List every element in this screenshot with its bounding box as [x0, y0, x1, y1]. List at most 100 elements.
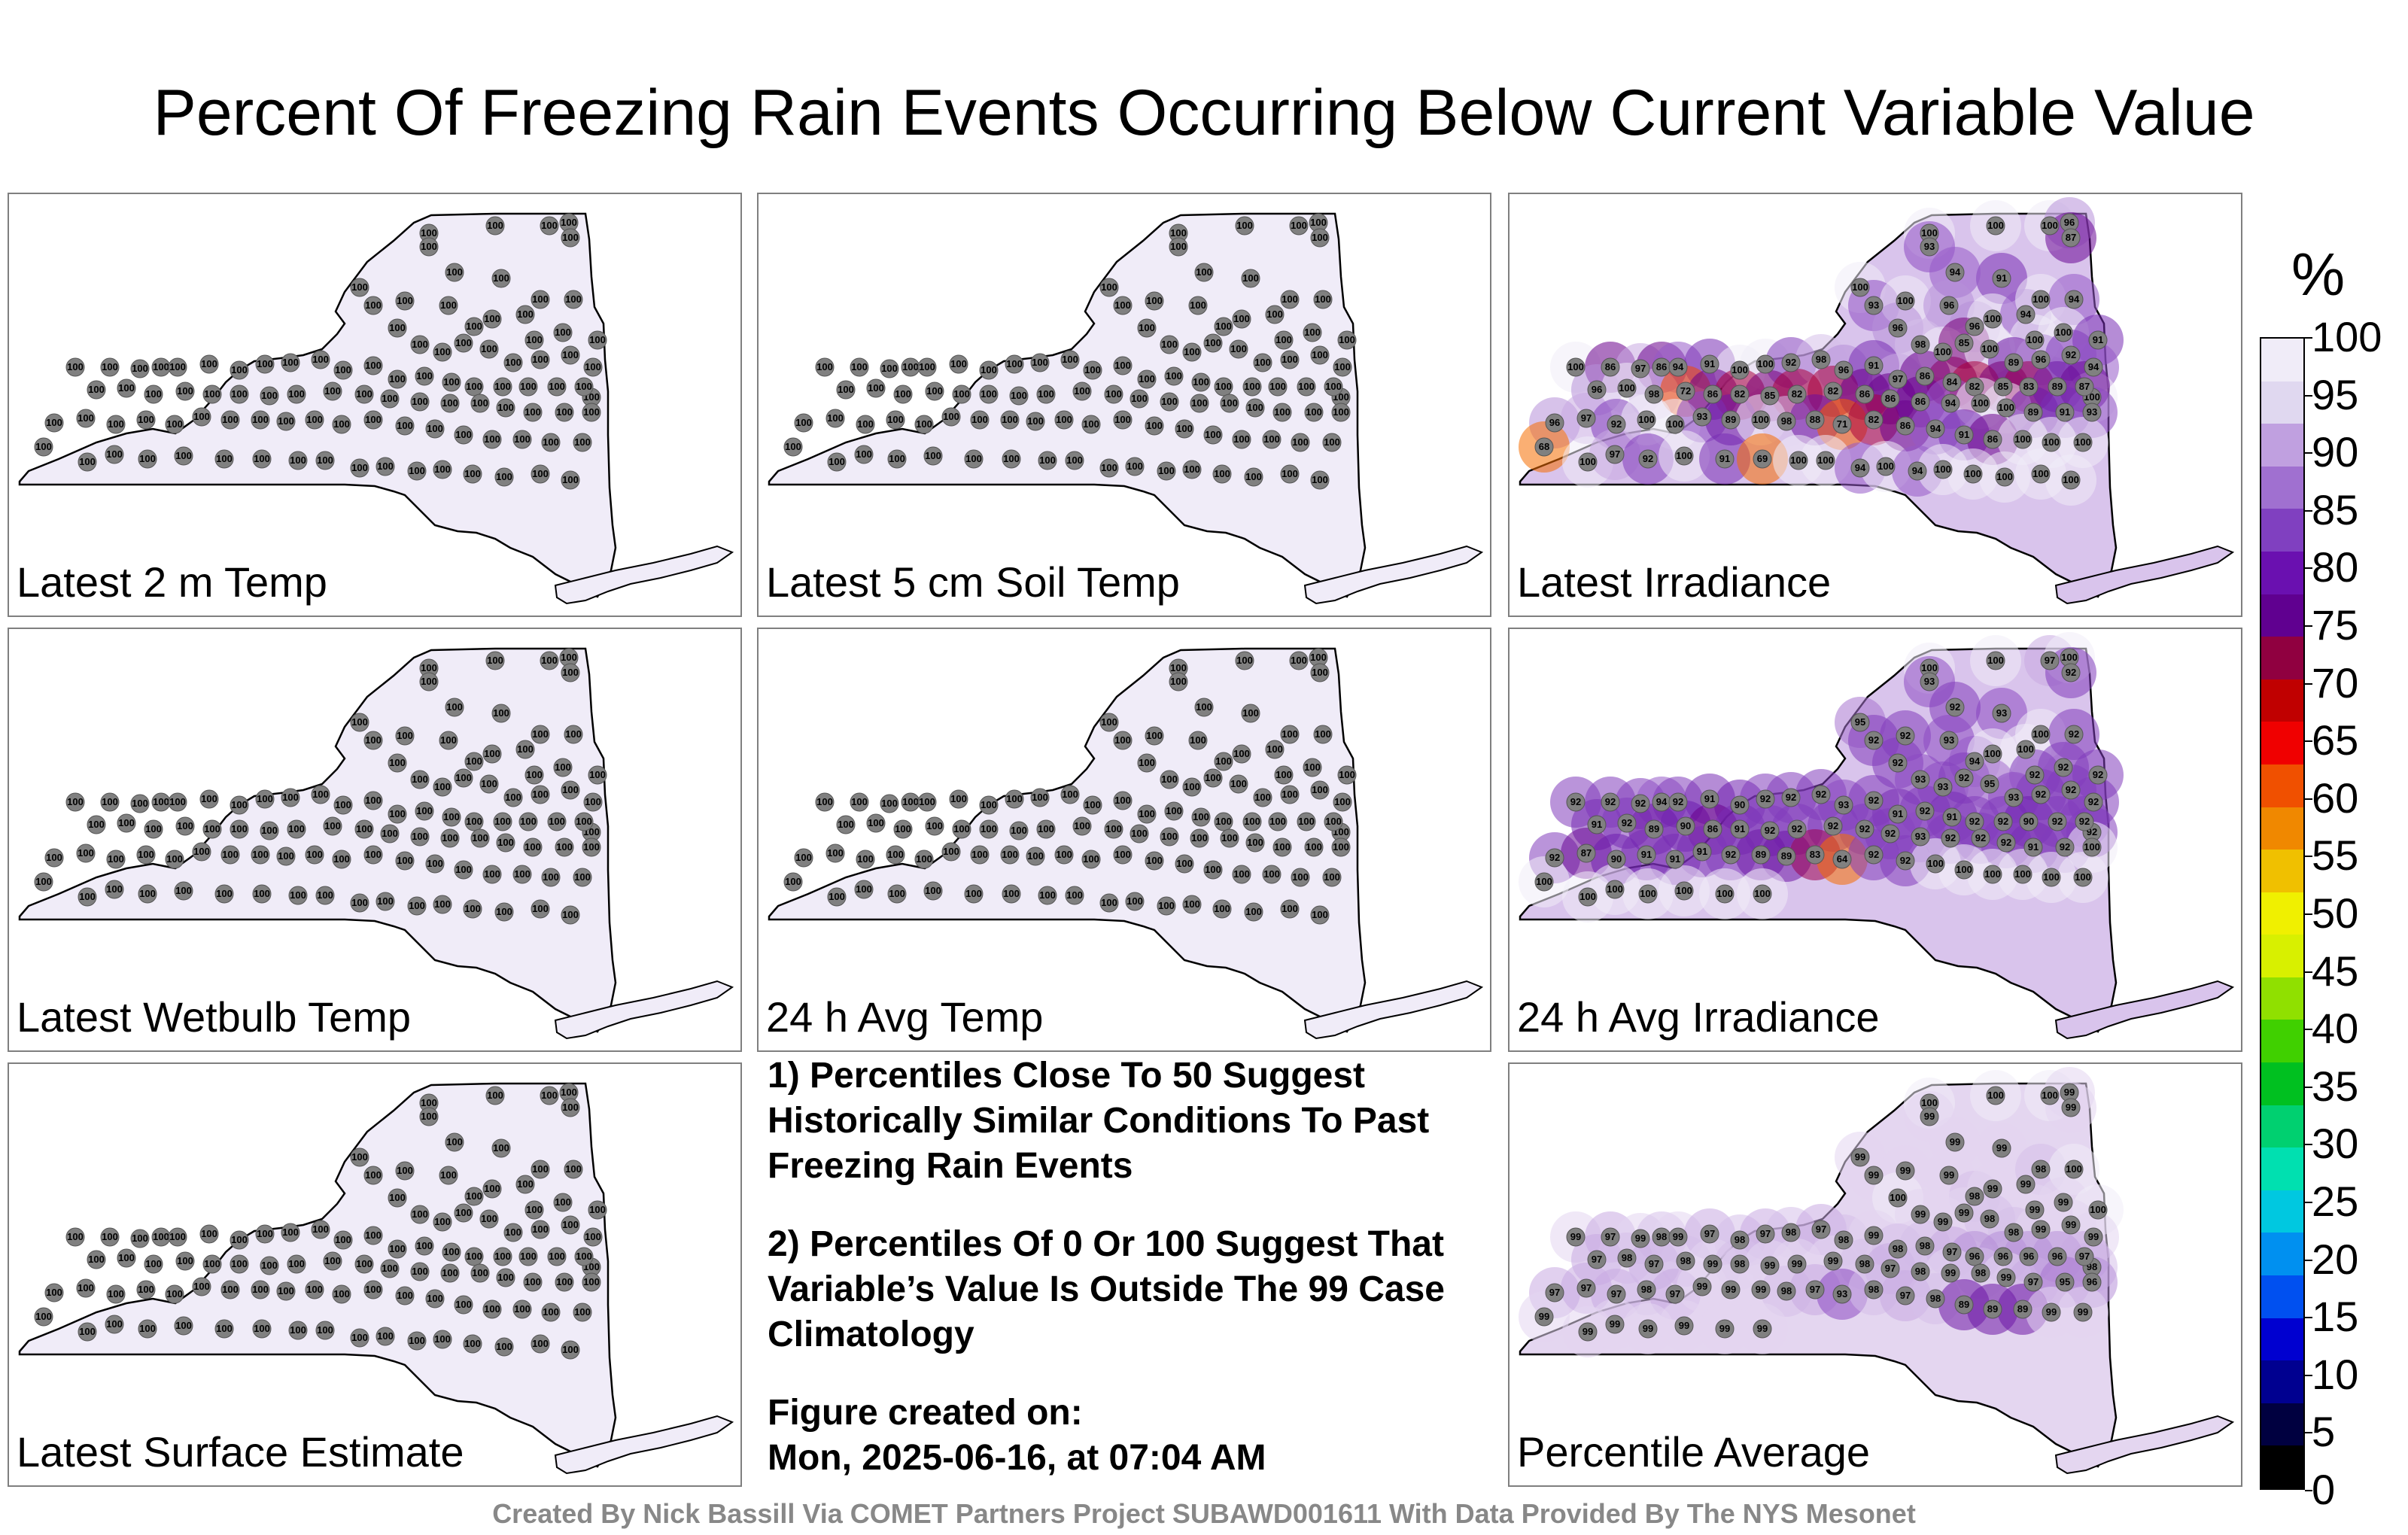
station-marker	[395, 416, 415, 436]
station-value: 100	[118, 382, 135, 394]
station-marker	[1911, 392, 1930, 412]
station-value: 100	[2033, 293, 2049, 305]
station-value: 100	[466, 816, 482, 827]
station-value: 100	[421, 227, 437, 239]
station-marker	[2082, 403, 2102, 422]
station-marker	[515, 305, 535, 324]
station-value: 100	[108, 1288, 124, 1299]
station-marker	[2088, 1200, 2108, 1220]
station-marker	[2061, 228, 2081, 248]
station-value: 100	[562, 1102, 579, 1113]
station-marker	[363, 296, 383, 315]
station-value: 83	[2023, 381, 2034, 392]
station-value: 100	[1126, 460, 1143, 472]
long-island-outline	[2054, 545, 2235, 605]
station-marker	[388, 369, 407, 389]
station-marker	[76, 1278, 96, 1298]
station-marker	[1915, 1236, 1935, 1256]
station-marker	[1576, 843, 1596, 863]
station-value: 100	[1215, 816, 1232, 827]
station-value: 100	[1161, 396, 1178, 407]
station-marker	[1099, 713, 1119, 732]
station-value: 100	[517, 309, 534, 320]
station-value: 97	[1649, 1258, 1659, 1269]
station-marker	[1986, 1086, 2005, 1105]
station-marker	[1244, 902, 1263, 922]
station-value: 100	[389, 1192, 406, 1203]
station-value: 100	[216, 453, 233, 464]
colorbar-tick-mark	[2305, 1029, 2312, 1031]
station-marker	[515, 740, 535, 759]
station-marker	[1262, 865, 1282, 884]
station-value: 91	[1704, 358, 1715, 369]
station-value: 100	[1852, 281, 1868, 293]
colorbar-band	[2261, 807, 2303, 851]
station-value: 99	[2064, 1087, 2075, 1098]
station-marker	[850, 792, 869, 812]
station-value: 100	[282, 357, 299, 368]
station-marker	[199, 354, 219, 374]
station-value: 100	[1334, 361, 1351, 372]
station-value: 100	[1166, 370, 1182, 381]
station-marker	[1638, 449, 1658, 469]
station-value: 100	[1921, 1097, 1938, 1108]
colorbar-band	[2261, 637, 2303, 680]
station-value: 100	[472, 832, 488, 843]
station-value: 100	[351, 1151, 368, 1163]
station-value: 100	[132, 363, 148, 374]
station-marker	[794, 413, 813, 433]
station-value: 92	[2079, 816, 2090, 827]
station-value: 100	[365, 299, 382, 311]
station-marker	[2040, 1086, 2060, 1105]
station-value: 100	[1996, 471, 2013, 482]
station-value: 100	[1274, 406, 1291, 418]
station-value: 100	[493, 707, 509, 719]
station-value: 99	[1765, 1260, 1775, 1271]
station-value: 100	[397, 420, 413, 431]
station-value: 90	[1735, 799, 1745, 810]
station-marker	[1781, 788, 1801, 807]
station-value: 100	[1158, 900, 1175, 911]
station-value: 100	[981, 823, 997, 834]
station-value: 100	[139, 453, 156, 464]
station-marker	[333, 1230, 353, 1250]
station-marker	[553, 758, 573, 777]
station-value: 100	[926, 820, 943, 831]
station-marker	[1235, 216, 1254, 236]
station-marker	[1241, 269, 1260, 288]
station-value: 100	[1205, 337, 1221, 348]
station-marker	[415, 366, 434, 386]
station-marker	[1756, 789, 1775, 809]
station-value: 100	[421, 662, 437, 673]
station-value: 100	[926, 385, 943, 397]
station-value: 98	[1735, 1234, 1745, 1245]
station-value: 92	[1570, 796, 1581, 807]
station-value: 100	[889, 453, 905, 464]
station-value: 100	[1101, 897, 1117, 908]
station-marker	[230, 1230, 249, 1250]
station-marker	[276, 847, 296, 866]
long-island-outline	[554, 1415, 734, 1475]
colorbar-tick-mark	[2305, 452, 2312, 454]
station-marker	[2061, 1215, 2081, 1235]
station-marker	[410, 827, 430, 847]
station-value: 100	[466, 321, 482, 332]
station-marker	[464, 1247, 484, 1266]
station-value: 100	[35, 441, 52, 452]
station-marker	[1145, 851, 1164, 871]
station-marker	[1578, 1322, 1598, 1342]
station-value: 100	[2066, 1163, 2082, 1175]
station-value: 99	[2058, 1196, 2069, 1208]
station-marker	[923, 881, 943, 901]
station-value: 93	[1697, 411, 1707, 422]
station-marker	[1760, 1256, 1780, 1275]
station-value: 100	[1890, 1192, 1906, 1203]
station-marker	[541, 433, 561, 452]
station-marker	[1313, 290, 1333, 309]
station-marker	[547, 1247, 567, 1266]
station-marker	[1145, 416, 1164, 436]
station-value: 99	[1643, 1323, 1653, 1334]
station-marker	[1896, 1161, 1915, 1181]
station-value: 100	[1114, 299, 1131, 311]
